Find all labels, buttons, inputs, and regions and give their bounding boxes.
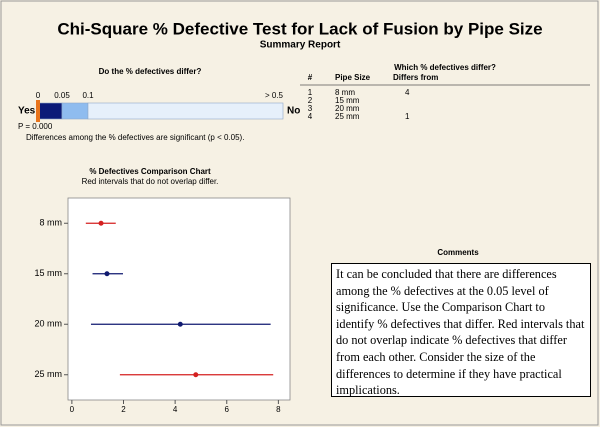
estimate xyxy=(193,372,199,378)
plot-area xyxy=(67,197,291,401)
question: Do the % defectives differ? xyxy=(99,67,202,76)
x-tick-label: 0 xyxy=(70,405,75,414)
no-label: No xyxy=(287,106,300,117)
table-header: # xyxy=(308,73,313,82)
comments-text: It can be concluded that there are diffe… xyxy=(331,263,591,397)
table-header: Differs from xyxy=(393,73,438,82)
scale-segment xyxy=(87,102,284,120)
scale-tick-label: > 0.5 xyxy=(265,91,284,100)
scale-tick-label: 0.1 xyxy=(82,91,94,100)
table-cell: 25 mm xyxy=(335,112,360,121)
table-cell: 2 xyxy=(308,96,313,105)
y-tick-label: 15 mm xyxy=(34,268,62,278)
scale-tick-label: 0 xyxy=(36,91,41,100)
x-tick-label: 6 xyxy=(225,405,230,414)
y-tick-label: 20 mm xyxy=(34,319,62,329)
table-cell: 1 xyxy=(308,88,313,97)
chart-subtitle: Red intervals that do not overlap differ… xyxy=(82,177,219,186)
estimate xyxy=(104,271,110,277)
title: Chi-Square % Defective Test for Lack of … xyxy=(57,19,542,38)
chart-title: % Defectives Comparison Chart xyxy=(89,167,211,176)
x-tick-label: 8 xyxy=(276,405,281,414)
yes-label: Yes xyxy=(18,106,36,117)
table-cell: 4 xyxy=(405,88,410,97)
x-tick-label: 2 xyxy=(121,405,126,414)
subtitle: Summary Report xyxy=(260,40,341,51)
table-cell: 8 mm xyxy=(335,88,355,97)
table-cell: 4 xyxy=(308,112,313,121)
table-header: Pipe Size xyxy=(335,73,371,82)
comments-title: Comments xyxy=(437,248,479,257)
table-cell: 20 mm xyxy=(335,104,360,113)
estimate xyxy=(98,220,104,226)
x-tick-label: 4 xyxy=(173,405,178,414)
table-cell: 3 xyxy=(308,104,313,113)
p-value: P = 0.000 xyxy=(18,122,53,131)
y-tick-label: 25 mm xyxy=(34,369,62,379)
p-marker xyxy=(36,100,40,122)
y-tick-label: 8 mm xyxy=(40,218,63,228)
conclusion: Differences among the % defectives are s… xyxy=(26,133,245,142)
table-cell: 15 mm xyxy=(335,96,360,105)
scale-tick-label: 0.05 xyxy=(54,91,70,100)
scale-segment xyxy=(61,102,89,120)
scale-segment xyxy=(37,102,63,120)
differ-title: Which % defectives differ? xyxy=(394,63,496,72)
estimate xyxy=(177,321,183,327)
table-cell: 1 xyxy=(405,112,410,121)
